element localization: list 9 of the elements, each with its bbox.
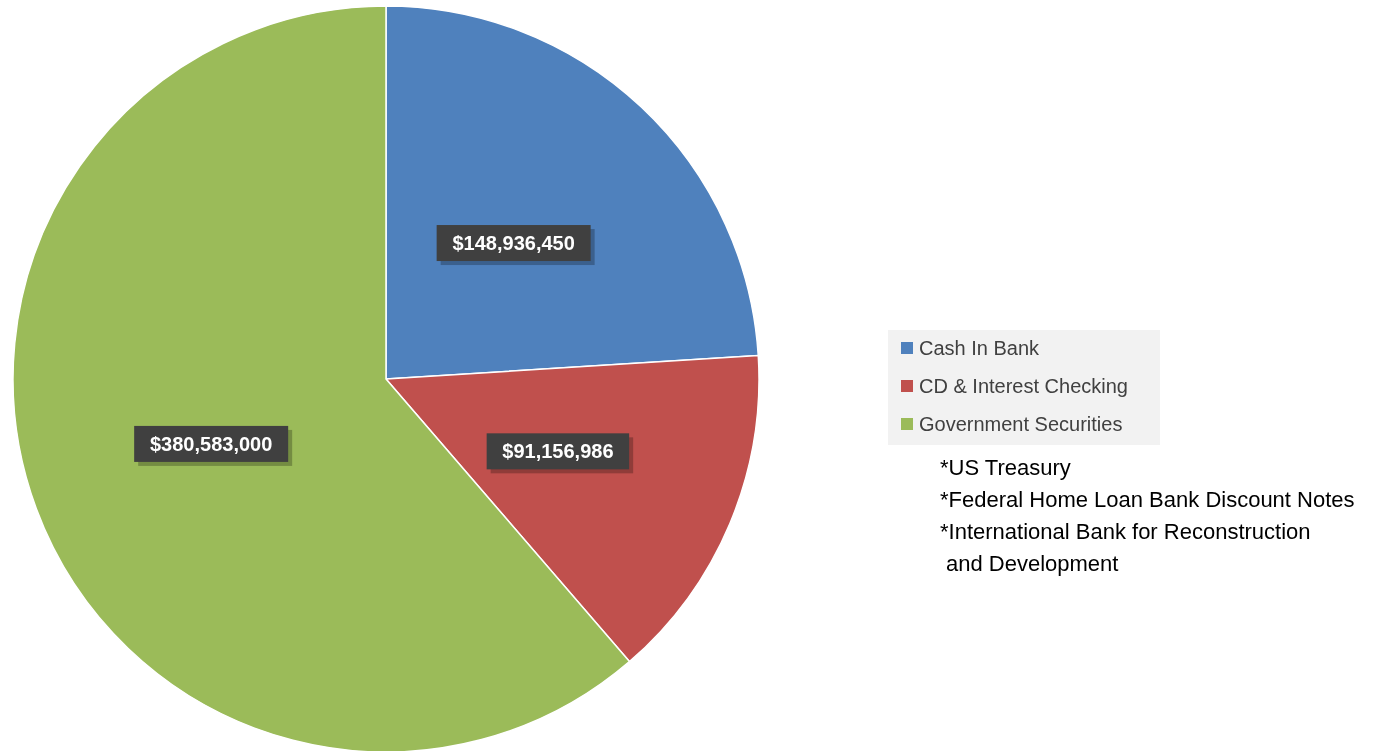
text: *Federal Home Loan Bank Discount Notes [940,487,1355,512]
legend-label: CD & Interest Checking [919,375,1128,397]
text: *International Bank for Reconstruction and Development [940,519,1311,576]
text: *US Treasury [940,455,1071,480]
data-label: $148,936,450 [452,232,575,255]
legend-label: Cash In Bank [919,337,1041,359]
data-label: $91,156,986 [502,440,614,463]
legend-label: Government Securities [919,413,1123,435]
data-label: $380,583,000 [149,432,273,455]
